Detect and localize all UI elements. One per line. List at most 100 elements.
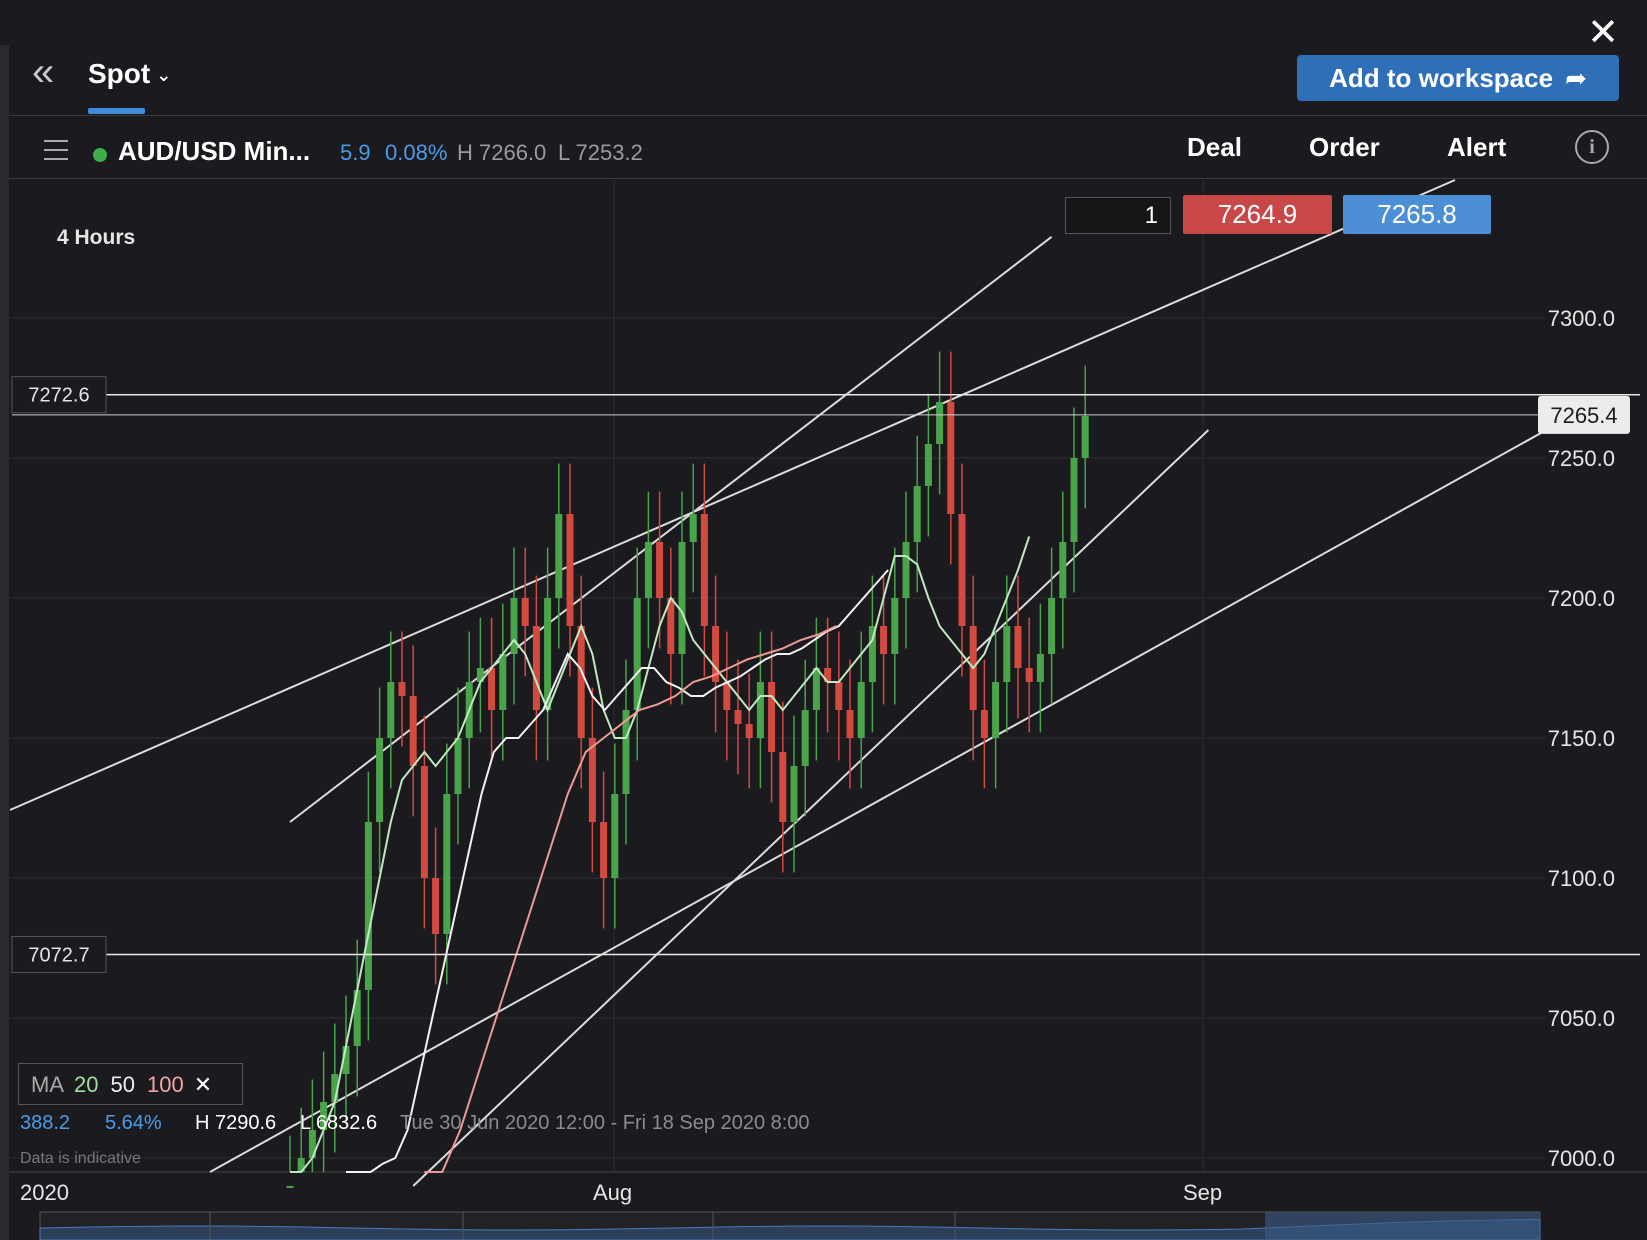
candle-body	[992, 682, 1000, 738]
candle-body	[1025, 668, 1033, 682]
candle-body	[1014, 626, 1022, 668]
day-low: L 7253.2	[558, 140, 643, 165]
candle-body	[308, 1130, 316, 1158]
buy-price-button[interactable]: 7265.8	[1343, 195, 1491, 234]
quantity-input[interactable]: 1	[1065, 197, 1171, 234]
candle-body	[476, 668, 484, 682]
candle-body	[611, 794, 619, 878]
moving-averages	[290, 536, 1031, 1173]
data-disclaimer: Data is indicative	[20, 1150, 141, 1167]
candle-body	[712, 626, 720, 682]
candle-body	[331, 1074, 339, 1102]
y-tick-label: 7200.0	[1548, 586, 1615, 611]
candle-body	[1081, 416, 1089, 458]
period-low: L 6832.6	[300, 1112, 378, 1134]
market-status-dot	[93, 148, 107, 162]
candle-body	[409, 696, 417, 766]
candle-body	[398, 682, 406, 696]
sell-price-button[interactable]: 7264.9	[1183, 195, 1332, 234]
ma20-line	[290, 536, 1031, 1173]
marker-label-box	[11, 376, 107, 414]
divider	[9, 178, 1647, 179]
trend-channel	[9, 179, 1551, 1187]
ma-legend[interactable]: MA 20 50 100 ✕	[18, 1063, 243, 1105]
candle-body	[544, 598, 552, 710]
last-price-box	[1538, 395, 1630, 434]
add-to-workspace-button[interactable]: Add to workspace ➦	[1297, 55, 1619, 101]
candle-body	[286, 1186, 294, 1188]
candle-body	[924, 444, 932, 486]
marker-label-box	[11, 935, 107, 973]
hamburger-menu-icon[interactable]	[44, 140, 68, 160]
candle-body	[880, 626, 888, 654]
candle-body	[1070, 458, 1078, 542]
chart-grid	[9, 180, 1647, 1173]
candle-body	[656, 542, 664, 598]
candle-body	[868, 626, 876, 682]
x-tick-label: Aug	[593, 1180, 633, 1205]
left-edge-strip	[0, 45, 9, 1240]
channel-line	[209, 427, 1551, 1173]
ma100-line	[424, 625, 837, 1173]
candle-body	[779, 752, 787, 822]
candle-body	[622, 710, 630, 794]
order-button[interactable]: Order	[1309, 132, 1380, 162]
timeframe-label[interactable]: 4 Hours	[57, 226, 136, 249]
candle-body	[689, 514, 697, 542]
price-markers: 7272.6 7072.7 7265.4	[11, 376, 1640, 973]
close-icon[interactable]: ✕	[193, 1072, 213, 1097]
period-high: H 7290.6	[195, 1112, 277, 1134]
candle-body	[790, 766, 798, 822]
alert-button[interactable]: Alert	[1447, 132, 1507, 162]
candle-body	[644, 542, 652, 598]
candle-body	[320, 1102, 328, 1130]
candle-body	[521, 598, 529, 626]
candle-body	[566, 514, 574, 626]
instrument-name[interactable]: AUD/USD Min...	[118, 136, 311, 166]
y-axis: 7300.0 7250.0 7200.0 7150.0 7100.0 7050.0 7000…	[1548, 306, 1615, 1171]
candle-body	[488, 668, 496, 710]
candle-body	[824, 668, 832, 682]
ma-period-50: 50	[110, 1072, 135, 1097]
marker-label: 7072.7	[28, 944, 89, 966]
divider	[9, 115, 1647, 116]
candle-body	[364, 822, 372, 990]
candle-body	[756, 682, 764, 738]
price-change: 5.9	[340, 140, 371, 165]
y-tick-label: 7300.0	[1548, 306, 1615, 331]
navigator-window	[1265, 1212, 1540, 1240]
candle-body	[342, 1046, 350, 1074]
candle-body	[387, 682, 395, 738]
double-chevron-left-icon[interactable]: «	[32, 50, 55, 94]
ma50-line	[346, 569, 889, 1173]
range-value: 388.2	[20, 1112, 71, 1134]
y-tick-label: 7250.0	[1548, 446, 1615, 471]
last-price-label: 7265.4	[1550, 403, 1617, 428]
candle-body	[376, 738, 384, 822]
candle-body	[532, 626, 540, 710]
deal-button[interactable]: Deal	[1187, 132, 1242, 162]
candle-body	[499, 654, 507, 710]
ma-period-100: 100	[146, 1072, 184, 1097]
candle-body	[734, 710, 742, 724]
info-icon[interactable]: i	[1575, 130, 1609, 164]
tab-spot[interactable]: Spot ⌄	[88, 58, 171, 90]
candle-body	[555, 514, 563, 598]
close-icon[interactable]: ✕	[1587, 12, 1619, 54]
candle-body	[1003, 626, 1011, 682]
candle-body	[678, 542, 686, 654]
candle-body	[700, 514, 708, 626]
candle-body	[443, 794, 451, 934]
candle-body	[667, 598, 675, 654]
marker-label: 7272.6	[28, 385, 89, 407]
candle-body	[913, 486, 921, 542]
y-tick-label: 7100.0	[1548, 866, 1615, 891]
channel-line	[9, 179, 1456, 811]
y-tick-label: 7150.0	[1548, 726, 1615, 751]
candle-body	[1059, 542, 1067, 598]
candle-body	[588, 738, 596, 822]
y-tick-label: 7000.0	[1548, 1146, 1615, 1171]
x-tick-label: 2020	[20, 1180, 69, 1205]
tab-underline	[88, 108, 145, 114]
